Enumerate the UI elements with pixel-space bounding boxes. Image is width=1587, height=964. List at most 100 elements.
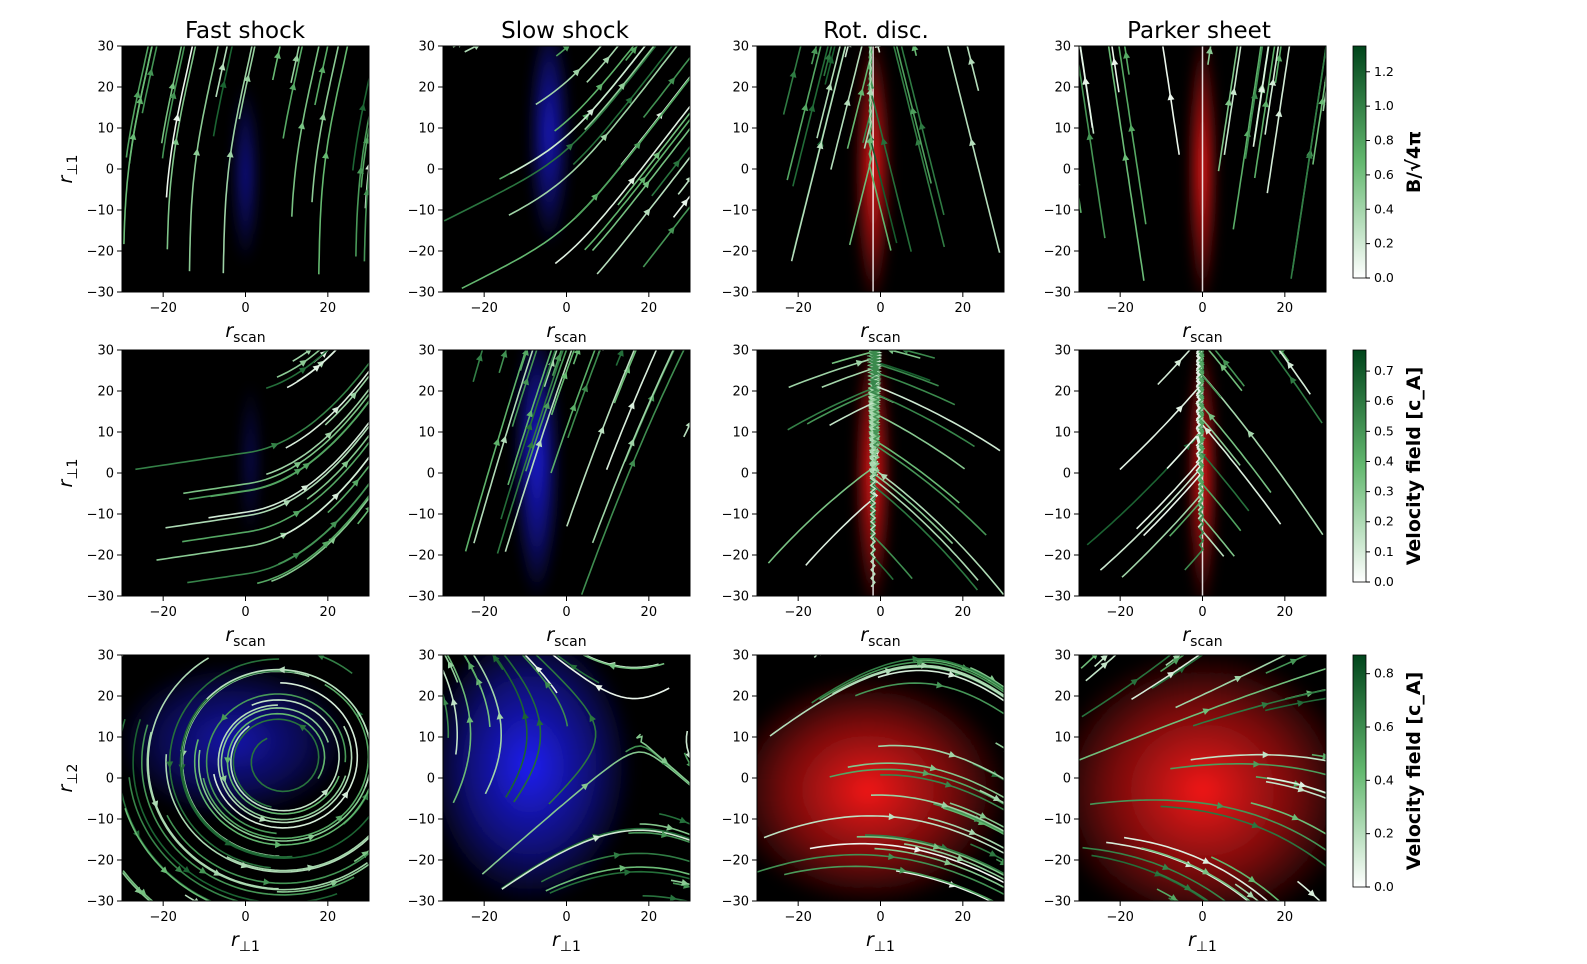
streamline	[995, 858, 1004, 865]
streamline-arrow	[273, 51, 281, 60]
panel-background	[443, 350, 690, 596]
ticks: −20 0 20 30 20 10 0 −10 −20 −30	[1044, 344, 1294, 621]
streamline-arrow	[901, 350, 909, 355]
streamline-arrow	[1220, 363, 1228, 372]
y-tick-label: 30	[1054, 40, 1071, 55]
streamline-arrow	[172, 137, 179, 146]
streamline	[874, 847, 1004, 889]
streamline-arrow	[351, 479, 359, 487]
streamline	[324, 374, 369, 426]
streamline	[677, 177, 690, 195]
streamline-arrow	[888, 813, 896, 821]
streamline	[1106, 841, 1250, 901]
streamline-arrow	[573, 350, 581, 355]
streamline	[226, 834, 369, 872]
streamline-arrow	[1176, 900, 1184, 901]
streamline-arrow	[1318, 97, 1326, 105]
streamline	[581, 655, 665, 670]
colorbar-tick-label: 0.3	[1374, 484, 1394, 499]
streamline	[792, 46, 829, 187]
streamline	[493, 655, 528, 798]
streamline-arrow	[263, 878, 271, 886]
streamline	[519, 350, 528, 371]
colorbar-tick-label: 0.0	[1374, 574, 1394, 589]
streamline-arrow	[292, 510, 301, 518]
streamline-arrow	[475, 353, 483, 362]
streamline-arrow	[322, 151, 329, 159]
streamline-arrow	[628, 459, 636, 467]
streamline-arrow	[522, 711, 529, 720]
streamline	[271, 46, 281, 81]
streamline	[551, 655, 670, 700]
streamline	[140, 724, 355, 896]
streamline	[256, 494, 369, 585]
streamline-arrow	[302, 462, 311, 470]
streamline-arrow	[220, 713, 228, 722]
y-tick-label: 10	[732, 426, 749, 441]
streamline-arrow	[544, 680, 552, 689]
x-axis-label: rscan	[225, 624, 265, 650]
y-tick-label: 0	[1063, 772, 1071, 787]
panel-r2-c3: −20 0 20 30 20 10 0 −10 −20 −30	[722, 344, 1005, 621]
streamline	[864, 834, 1004, 875]
streamline-arrow	[1297, 785, 1306, 793]
streamline-arrow	[633, 141, 641, 150]
streamline-arrow	[335, 814, 343, 823]
streamline	[545, 866, 690, 892]
x-axis-label: r⊥1	[1188, 929, 1217, 955]
panel-r2-c2: −20 0 20 30 20 10 0 −10 −20 −30	[408, 344, 691, 620]
y-tick-label: 30	[418, 649, 435, 664]
y-tick-label: 20	[1054, 385, 1071, 400]
streamline-arrow	[349, 391, 357, 400]
colorbar-tick-label: 0.0	[1374, 270, 1394, 285]
streamline-arrow	[968, 828, 977, 836]
streamline	[146, 731, 368, 891]
x-tick-label: 20	[320, 910, 337, 925]
x-tick-label: −20	[784, 301, 811, 316]
streamline	[769, 665, 1004, 737]
streamline	[1223, 46, 1242, 156]
streamline-arrow	[1291, 813, 1300, 821]
streamline	[135, 362, 369, 471]
streamline-arrow	[602, 56, 610, 64]
streamline	[895, 46, 932, 184]
streamline-arrow	[173, 113, 181, 122]
streamline-arrow	[500, 435, 508, 444]
streamline-arrow	[259, 815, 267, 822]
streamline	[1190, 753, 1326, 762]
x-tick-label: −20	[1106, 301, 1133, 316]
streamline-arrow	[1261, 99, 1269, 108]
streamline	[507, 350, 553, 486]
streamline	[670, 879, 690, 886]
streamline	[551, 350, 563, 377]
streamline-arrow	[642, 180, 650, 189]
x-axis-label: rscan	[546, 624, 586, 650]
streamline-arrow	[592, 835, 601, 842]
streamline	[205, 693, 347, 835]
ticks: −20 0 20 30 20 10 0 −10 −20 −30	[722, 344, 972, 621]
streamline-arrow	[888, 853, 896, 860]
streamline-arrow	[681, 878, 689, 886]
streamline-arrow	[321, 540, 330, 549]
streamline-arrow	[871, 366, 879, 374]
streamline	[472, 655, 503, 795]
y-tick-label: 30	[97, 40, 114, 55]
streamline-arrow	[911, 46, 919, 52]
streamline	[995, 742, 1004, 749]
streamline-arrow	[1172, 655, 1181, 662]
streamline	[1155, 871, 1210, 901]
streamline-arrow	[808, 104, 816, 112]
streamline-arrow	[948, 750, 957, 758]
density-glow	[232, 81, 259, 267]
ticks: −20 0 20 30 20 10 0 −10 −20 −30	[1044, 40, 1294, 317]
ticks: −20 0 20 30 20 10 0 −10 −20 −30	[408, 649, 658, 926]
x-tick-label: 0	[241, 910, 249, 925]
streamline	[1131, 655, 1201, 700]
x-tick-label: −20	[784, 605, 811, 620]
y-tick-label: 20	[732, 385, 749, 400]
streamline-arrow	[628, 401, 635, 410]
streamline-arrow	[944, 780, 953, 788]
streamline-arrow	[1322, 752, 1326, 760]
streamline	[1123, 46, 1130, 75]
streamline	[549, 870, 690, 894]
